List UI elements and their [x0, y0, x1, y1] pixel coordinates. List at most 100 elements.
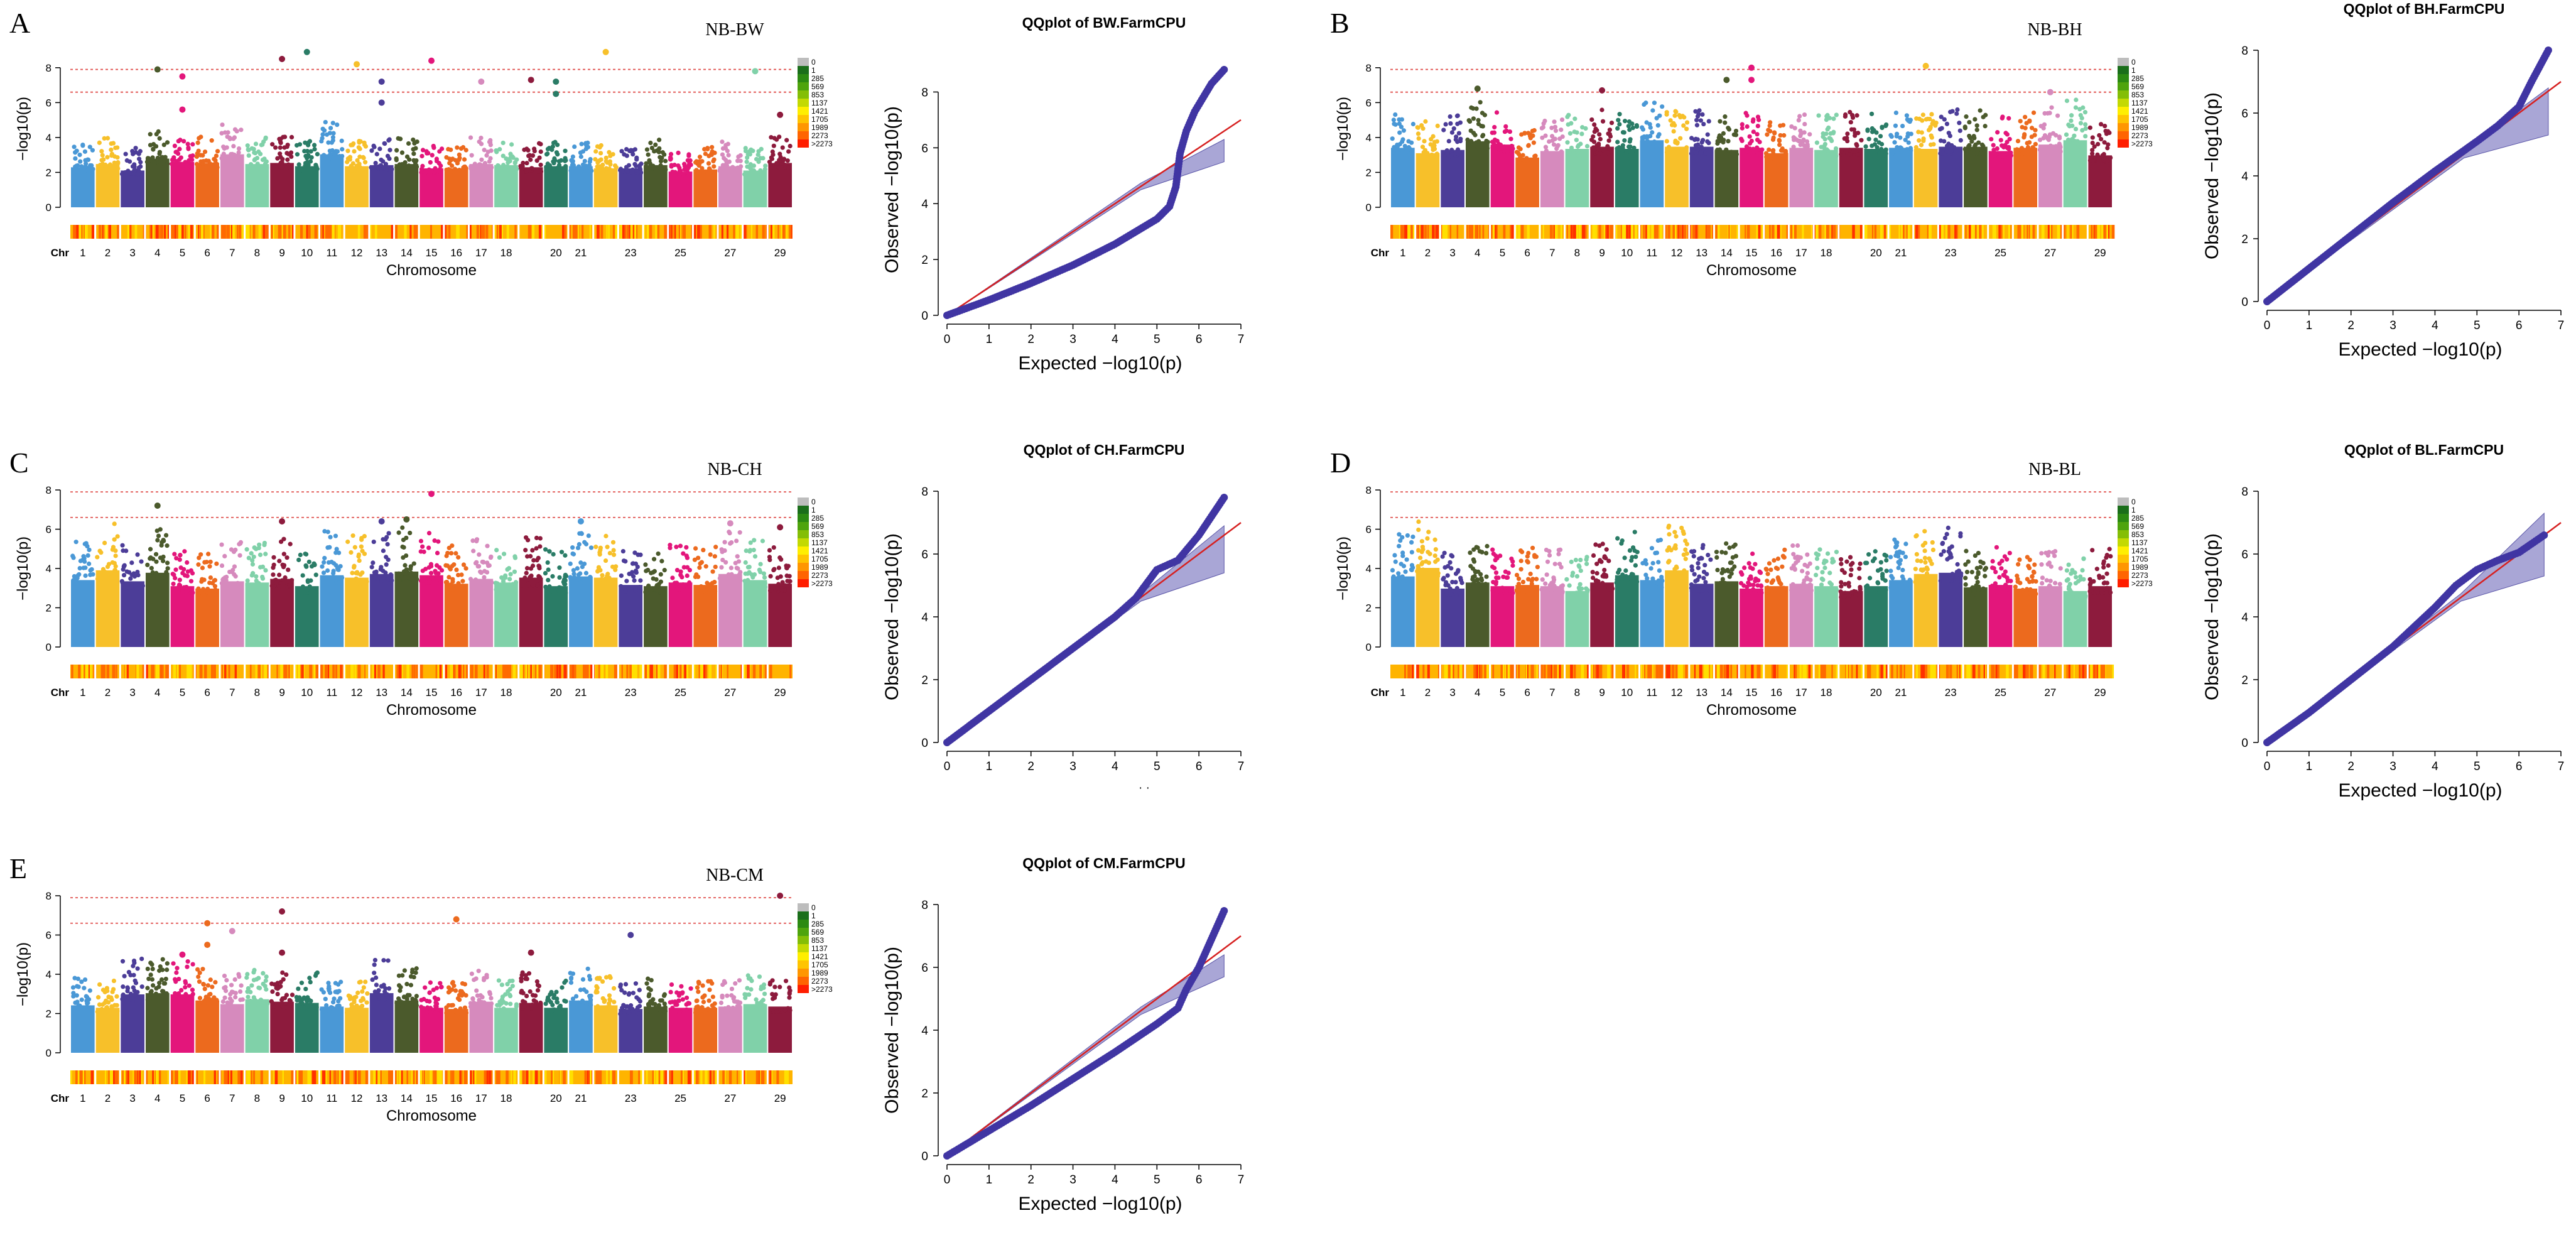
snp-point: [737, 530, 742, 535]
snp-point: [2074, 97, 2079, 102]
density-strip-mark: [772, 225, 775, 239]
snp-point: [1751, 151, 1756, 156]
y-tick-label: 6: [46, 97, 51, 109]
snp-point: [130, 164, 136, 169]
legend-label: 0: [2131, 58, 2136, 67]
snp-point: [244, 546, 249, 552]
chromosome-band-7: [220, 581, 244, 647]
snp-point: [123, 170, 128, 175]
snp-point: [747, 570, 752, 575]
density-strip-mark: [2067, 225, 2069, 239]
density-strip-mark: [236, 225, 239, 239]
snp-point: [177, 146, 182, 151]
snp-point: [245, 583, 250, 588]
snp-point: [246, 555, 251, 560]
snp-point: [685, 555, 690, 560]
snp-point: [672, 587, 677, 592]
qq-x-tick-label: 6: [1196, 333, 1203, 346]
snp-point: [287, 583, 292, 588]
snp-point: [136, 171, 141, 177]
snp-point: [215, 149, 220, 154]
snp-point: [582, 158, 587, 164]
snp-point: [1907, 119, 1912, 124]
snp-point: [434, 580, 439, 585]
snp-point: [649, 145, 654, 151]
chromosome-band-22: [593, 577, 618, 647]
snp-point: [379, 578, 384, 583]
density-strip-mark: [155, 225, 159, 239]
chromosome-band-4: [1465, 582, 1490, 647]
snp-point: [381, 548, 386, 553]
density-strip-mark: [556, 665, 559, 678]
snp-point: [676, 163, 681, 168]
density-strip-mark: [1598, 225, 1601, 239]
snp-point: [1469, 105, 1474, 110]
snp-point: [710, 144, 715, 150]
snp-point: [1757, 151, 1762, 156]
snp-point: [1491, 130, 1497, 135]
qq-title: QQplot of CH.FarmCPU: [1024, 442, 1185, 458]
snp-point: [1939, 126, 1944, 131]
legend-label: 0: [811, 497, 816, 506]
snp-point: [1652, 139, 1657, 144]
top-hit-point: [1748, 77, 1755, 84]
snp-point: [1802, 121, 1807, 127]
snp-point: [83, 565, 88, 570]
snp-point: [406, 575, 411, 580]
snp-point: [580, 165, 585, 170]
snp-point: [214, 561, 219, 567]
snp-point: [446, 168, 451, 174]
snp-point: [423, 169, 429, 174]
snp-point: [712, 589, 718, 594]
snp-point: [1491, 144, 1496, 149]
chromosome-band-17: [469, 579, 494, 647]
snp-point: [1422, 139, 1427, 144]
density-strip-mark: [214, 665, 217, 678]
snp-point: [785, 579, 790, 584]
legend-swatch: [798, 506, 809, 514]
snp-point: [1525, 558, 1530, 563]
chr-axis-prefix: Chr: [1371, 247, 1390, 259]
snp-point: [103, 162, 108, 167]
density-strip-mark: [283, 225, 286, 239]
snp-point: [246, 148, 251, 153]
chromosome-tick-label: 18: [501, 247, 512, 259]
density-strip-mark: [238, 225, 242, 239]
snp-point: [238, 586, 244, 591]
snp-point: [1556, 143, 1561, 148]
snp-point: [662, 568, 667, 573]
snp-point: [620, 169, 625, 175]
snp-point: [1529, 579, 1534, 584]
snp-point: [1947, 133, 1952, 138]
snp-point: [1620, 130, 1626, 135]
qq-y-tick-label: 8: [921, 86, 928, 99]
y-tick-label: 0: [46, 641, 51, 653]
snp-point: [182, 573, 188, 578]
qq-x-tick-label: 0: [2264, 319, 2271, 332]
density-strip-mark: [2060, 225, 2062, 239]
density-strip-mark: [605, 665, 609, 678]
snp-point: [1890, 150, 1895, 155]
legend-swatch: [798, 123, 809, 131]
snp-point: [534, 158, 539, 163]
snp-point: [1578, 141, 1583, 146]
snp-point: [149, 579, 154, 584]
snp-point: [102, 136, 107, 141]
snp-point: [195, 152, 200, 157]
snp-point: [1607, 128, 1613, 133]
snp-point: [760, 538, 766, 543]
snp-point: [360, 548, 365, 553]
snp-point: [2020, 151, 2025, 156]
snp-point: [1530, 589, 1535, 594]
snp-point: [2015, 147, 2020, 152]
snp-point: [1974, 128, 1979, 133]
legend-swatch: [798, 90, 809, 99]
snp-point: [98, 577, 103, 582]
density-strip-mark: [1884, 225, 1886, 239]
chromosome-tick-label: 25: [674, 687, 686, 699]
density-strip-mark: [1756, 225, 1758, 239]
snp-point: [2108, 155, 2113, 160]
chromosome-tick-label: 17: [475, 247, 487, 259]
density-strip-mark: [1510, 225, 1514, 239]
